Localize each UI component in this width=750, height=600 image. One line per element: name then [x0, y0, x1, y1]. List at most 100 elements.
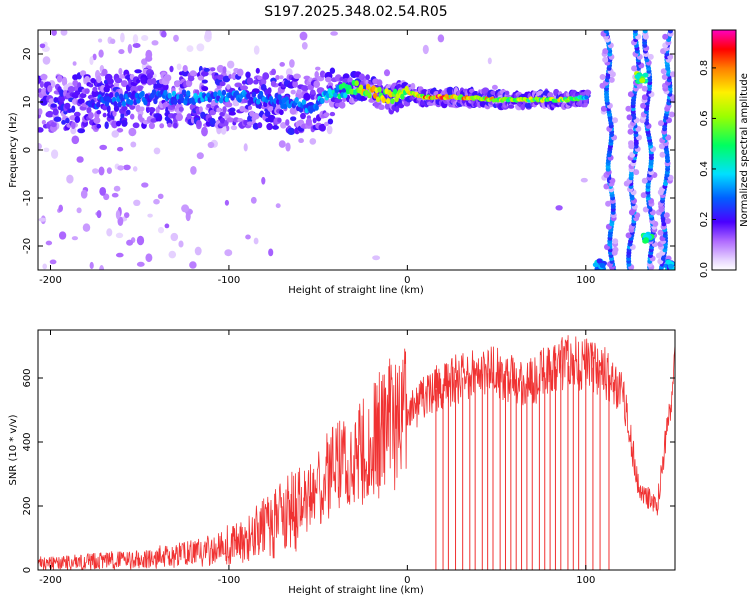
heatmap-cell — [128, 127, 137, 137]
heatmap-cell — [358, 84, 364, 91]
heatmap-cell — [643, 237, 649, 243]
heatmap-cell — [136, 261, 145, 267]
heatmap-cell — [157, 113, 163, 122]
heatmap-cell — [229, 107, 236, 113]
heatmap-cell — [121, 119, 128, 127]
heatmap-cell — [632, 30, 638, 34]
heatmap-cell — [110, 38, 116, 45]
heatmap-cell — [201, 79, 208, 84]
heatmap-cell — [354, 80, 359, 87]
heatmap-cell — [375, 96, 381, 103]
heatmap-cell — [326, 125, 333, 135]
heatmap-cell — [314, 104, 319, 111]
chart-title: S197.2025.348.02.54.R05 — [264, 4, 447, 20]
y-tick-label: 400 — [22, 432, 33, 451]
heatmap-cell — [189, 70, 197, 77]
snr-series-line — [38, 335, 675, 570]
heatmap-cell — [47, 85, 53, 93]
heatmap-cell — [74, 90, 81, 96]
snr-y-ticks: 0 200 400 600 — [22, 368, 675, 573]
heatmap-cell — [250, 196, 257, 204]
heatmap-cell — [52, 108, 59, 116]
heatmap-cell — [234, 82, 243, 88]
heatmap-cell — [61, 119, 66, 125]
heatmap-cell — [181, 204, 190, 213]
heatmap-cell — [104, 100, 110, 107]
heatmap-cell — [323, 112, 330, 117]
heatmap-cell — [226, 117, 235, 123]
spectrogram-cells — [38, 30, 675, 270]
heatmap-cell — [126, 109, 131, 115]
heatmap-cell — [261, 78, 267, 86]
heatmap-cell — [327, 82, 334, 88]
heatmap-cell — [73, 111, 81, 117]
heatmap-cell — [384, 102, 390, 110]
heatmap-cell — [185, 79, 193, 88]
heatmap-cell — [113, 82, 120, 88]
heatmap-cell — [140, 90, 145, 97]
heatmap-cell — [213, 91, 218, 98]
heatmap-cell — [113, 101, 118, 107]
heatmap-cell — [41, 119, 47, 125]
heatmap-cell — [115, 252, 124, 258]
heatmap-cell — [39, 81, 44, 88]
heatmap-cell — [347, 77, 353, 85]
heatmap-cell — [71, 121, 76, 130]
heatmap-cell — [490, 90, 497, 96]
heatmap-cell — [38, 108, 43, 116]
heatmap-cell — [224, 249, 233, 257]
heatmap-cell — [92, 86, 98, 92]
colorbar-tick-label: 0.2 — [699, 212, 710, 228]
x-tick-label: -100 — [218, 275, 241, 286]
heatmap-cell — [133, 199, 141, 207]
heatmap-cell — [372, 255, 381, 261]
heatmap-cell — [74, 115, 81, 124]
heatmap-cell — [153, 198, 160, 205]
y-tick-label: -20 — [22, 238, 33, 254]
heatmap-cell — [130, 85, 139, 94]
heatmap-cell — [390, 98, 395, 105]
heatmap-cell — [658, 120, 664, 127]
heatmap-cell — [279, 75, 284, 80]
heatmap-cell — [253, 45, 260, 55]
heatmap-cell — [111, 192, 119, 198]
heatmap-cell — [599, 74, 606, 80]
y-tick-label: 0 — [22, 147, 33, 153]
heatmap-cell — [113, 185, 121, 192]
heatmap-cell — [310, 94, 316, 100]
heatmap-cell — [547, 91, 554, 99]
heatmap-cell — [290, 116, 297, 122]
heatmap-cell — [186, 113, 192, 120]
heatmap-cell — [640, 102, 647, 109]
heatmap-cell — [123, 212, 130, 219]
heatmap-cell — [491, 84, 498, 90]
heatmap-cell — [393, 88, 398, 95]
heatmap-cell — [660, 68, 667, 75]
heatmap-cell — [247, 105, 253, 111]
heatmap-cell — [71, 135, 80, 145]
heatmap-cell — [665, 134, 672, 141]
heatmap-cell — [186, 90, 191, 97]
heatmap-cell — [93, 116, 101, 124]
heatmap-cell — [204, 30, 212, 40]
heatmap-cell — [218, 97, 224, 104]
heatmap-cell — [121, 100, 127, 107]
heatmap-cell — [279, 109, 284, 116]
heatmap-cell — [661, 74, 668, 80]
heatmap-cell — [148, 107, 156, 113]
heatmap-cell — [285, 119, 290, 126]
heatmap-cell — [167, 92, 172, 99]
heatmap-cell — [243, 143, 248, 152]
heatmap-cell — [175, 113, 183, 122]
heatmap-cell — [251, 91, 257, 98]
heatmap-cell — [136, 235, 145, 246]
heatmap-cell — [190, 166, 197, 175]
heatmap-cell — [410, 82, 416, 90]
heatmap-cell — [115, 210, 121, 220]
heatmap-cell — [628, 140, 634, 147]
heatmap-cell — [299, 31, 308, 41]
heatmap-cell — [377, 86, 382, 93]
heatmap-cell — [49, 259, 57, 265]
heatmap-cell — [289, 59, 295, 68]
